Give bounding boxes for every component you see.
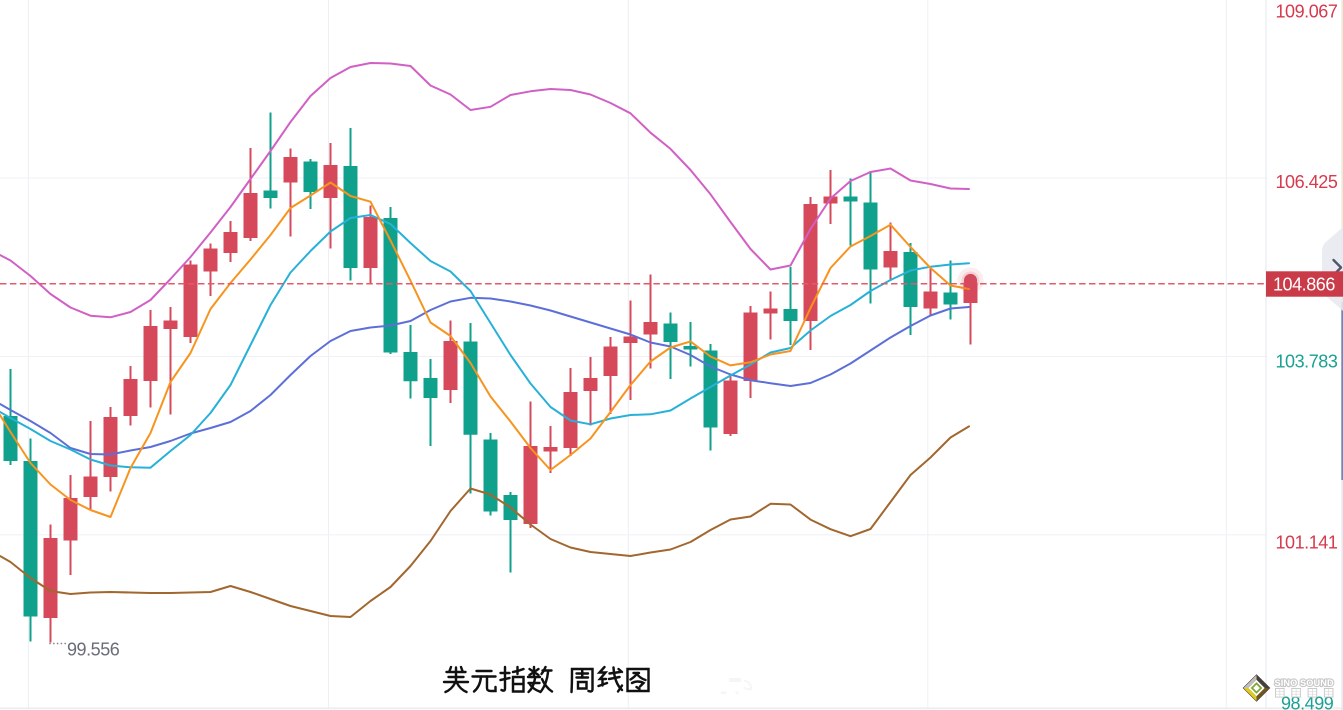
svg-text:98.499: 98.499 <box>1281 694 1334 710</box>
svg-text:104.866: 104.866 <box>1273 275 1335 295</box>
svg-text:101.141: 101.141 <box>1276 533 1338 553</box>
svg-text:99.556: 99.556 <box>67 640 120 660</box>
svg-text:SINO SOUND: SINO SOUND <box>1275 678 1334 688</box>
svg-text:109.067: 109.067 <box>1276 2 1338 22</box>
svg-text:SINO SOUND: SINO SOUND <box>1275 678 1334 688</box>
svg-text:106.425: 106.425 <box>1276 172 1338 192</box>
svg-text:103.783: 103.783 <box>1276 351 1338 371</box>
